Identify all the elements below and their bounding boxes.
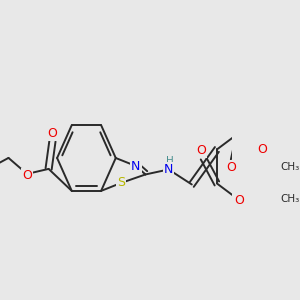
Text: N: N bbox=[131, 160, 140, 172]
Text: CH₃: CH₃ bbox=[280, 163, 300, 172]
Text: H: H bbox=[166, 157, 173, 166]
Text: O: O bbox=[226, 161, 236, 174]
Text: O: O bbox=[196, 144, 206, 157]
Text: N: N bbox=[164, 163, 173, 176]
Text: S: S bbox=[117, 176, 125, 189]
Text: O: O bbox=[22, 169, 32, 182]
Text: O: O bbox=[47, 128, 57, 140]
Text: CH₃: CH₃ bbox=[280, 194, 300, 205]
Text: O: O bbox=[257, 143, 267, 156]
Text: O: O bbox=[235, 194, 244, 207]
